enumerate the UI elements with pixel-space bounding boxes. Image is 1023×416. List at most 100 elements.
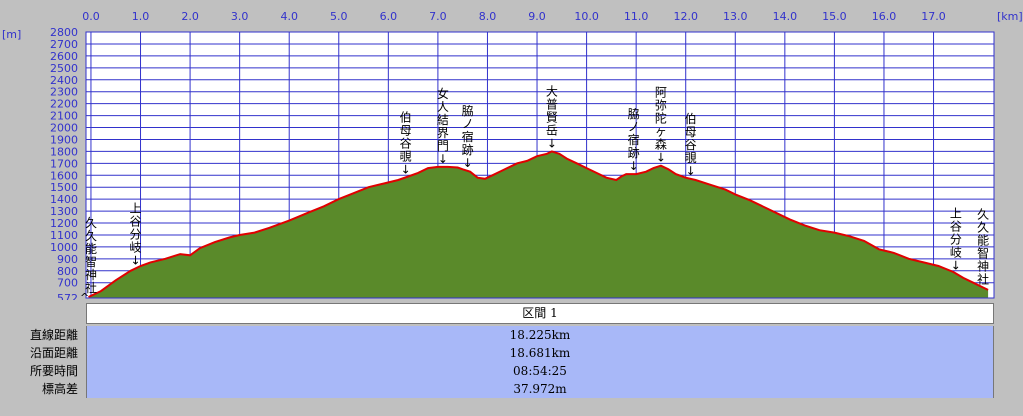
place-label-char: 神 — [977, 259, 989, 273]
place-label-char: 神 — [85, 268, 97, 282]
place-label-char: 岳 — [546, 123, 558, 137]
place-label-char: 分 — [950, 232, 962, 246]
place-label-char: 宿 — [628, 132, 640, 147]
place-label-char: 谷 — [950, 219, 962, 233]
place-label-char: 覗 — [685, 151, 697, 165]
place-label-char: 谷 — [685, 138, 697, 152]
place-label-char: ↓ — [547, 136, 557, 150]
summary-value: 18.225km — [86, 326, 994, 344]
place-label-char: ノ — [462, 117, 474, 131]
place-label-char: 阿 — [655, 86, 667, 100]
place-label-char: 久 — [977, 220, 989, 234]
summary-value: 18.681km — [86, 344, 994, 362]
y-tick-label: 800 — [57, 265, 78, 278]
y-tick-label: 2000 — [50, 122, 78, 135]
y-tick-label: 2300 — [50, 86, 78, 99]
place-label-char: ↓ — [629, 159, 639, 173]
y-tick-label: 1400 — [50, 193, 78, 206]
y-tick-label: 1600 — [50, 169, 78, 182]
place-label-char: 社 — [85, 280, 97, 295]
place-label-char: ↓ — [951, 258, 961, 272]
place-label-char: 伯 — [685, 111, 697, 126]
y-tick-label: 1700 — [50, 157, 78, 170]
y-tick-label: 900 — [57, 253, 78, 266]
place-label-char: 脇 — [628, 107, 640, 121]
place-label-char: 久 — [85, 216, 97, 230]
y-tick-label: 1800 — [50, 145, 78, 158]
x-tick-label: 8.0 — [479, 10, 497, 23]
place-label-char: 谷 — [130, 214, 142, 228]
summary-label: 直線距離 — [29, 328, 78, 342]
place-label-char: 久 — [85, 229, 97, 243]
y-tick-label: 1300 — [50, 205, 78, 218]
x-tick-label: 10.0 — [574, 10, 599, 23]
x-tick-label: 7.0 — [429, 10, 447, 23]
x-tick-label: 13.0 — [723, 10, 748, 23]
y-tick-label: 1000 — [50, 241, 78, 254]
summary-row-surface-distance: 沿面距離 18.681km — [0, 344, 1023, 362]
x-tick-label: 4.0 — [280, 10, 298, 23]
place-label-char: 智 — [85, 254, 97, 269]
place-label-char: ノ — [628, 120, 640, 134]
place-label-char: 谷 — [400, 136, 412, 150]
summary-value: 08:54:25 — [86, 362, 994, 380]
x-tick-label: 11.0 — [624, 10, 649, 23]
x-tick-label: 9.0 — [528, 10, 546, 23]
summary-value: 37.972m — [86, 380, 994, 398]
y-tick-label: 2100 — [50, 110, 78, 123]
place-label-char: 社 — [977, 271, 989, 286]
x-tick-label: 1.0 — [132, 10, 150, 23]
section-header: 区間 1 — [86, 303, 994, 324]
elevation-profile-chart: 0.0 1.0 2.0 3.0 4.0 5.0 6.0 7.0 8.0 9.0 10.0 11.0 12… — [2, 10, 1023, 300]
y-tick-label: 1500 — [50, 181, 78, 194]
place-annotations: 久久能智神社上谷分岐↓伯母谷覗↓女人結界門↓脇ノ宿跡↓大普賢岳↓脇ノ宿跡↓阿弥陀… — [85, 84, 989, 294]
y-tick-label: 2700 — [50, 38, 78, 51]
start-marker-icon: ^ — [80, 291, 89, 300]
place-label-char: 能 — [977, 233, 989, 247]
place-label-char: 岐 — [950, 245, 962, 259]
place-label-char: 森 — [655, 137, 667, 152]
y-tick-label: 572 — [57, 292, 78, 300]
summary-label: 標高差 — [41, 382, 78, 396]
x-tick-label: 15.0 — [822, 10, 847, 23]
x-tick-label: 0.0 — [82, 10, 100, 23]
place-label-char: 宿 — [462, 129, 474, 144]
place-label-char: 智 — [977, 245, 989, 260]
place-label-char: 上 — [950, 206, 962, 220]
summary-row-elevation-difference: 標高差 37.972m — [0, 380, 1023, 398]
y-tick-label: 700 — [57, 277, 78, 290]
y-unit-label: [m] — [2, 28, 21, 41]
x-tick-label: 12.0 — [673, 10, 698, 23]
place-label-char: ↓ — [686, 164, 696, 178]
y-tick-label: 2400 — [50, 74, 78, 87]
place-label-char: 女 — [437, 86, 449, 101]
place-label-char: 岐 — [130, 240, 142, 254]
x-tick-label: 16.0 — [872, 10, 897, 23]
summary-row-straight-distance: 直線距離 18.225km — [0, 326, 1023, 344]
x-axis-ticks: 0.0 1.0 2.0 3.0 4.0 5.0 6.0 7.0 8.0 9.0 10.0 11.0 12… — [82, 10, 946, 23]
place-label-char: ↓ — [438, 152, 448, 166]
place-label-char: ↓ — [656, 151, 666, 165]
place-label-char: 覗 — [400, 149, 412, 163]
place-label-char: 門 — [437, 139, 449, 153]
x-tick-label: 6.0 — [380, 10, 398, 23]
elevation-line — [88, 150, 989, 298]
place-label-char: ↓ — [401, 162, 411, 176]
x-unit-label: [km] — [997, 10, 1023, 23]
summary-label: 所要時間 — [29, 364, 78, 378]
place-label-char: 久 — [977, 207, 989, 221]
summary-label: 沿面距離 — [29, 346, 78, 360]
place-label-char: 賢 — [546, 110, 558, 124]
place-label-char: 人 — [437, 100, 449, 114]
y-tick-label: 1100 — [50, 229, 78, 242]
plot-border — [85, 31, 995, 299]
place-label-char: 母 — [400, 123, 412, 137]
y-tick-label: 2500 — [50, 62, 78, 75]
place-label-char: 跡 — [628, 145, 640, 160]
y-tick-label: 1200 — [50, 217, 78, 230]
